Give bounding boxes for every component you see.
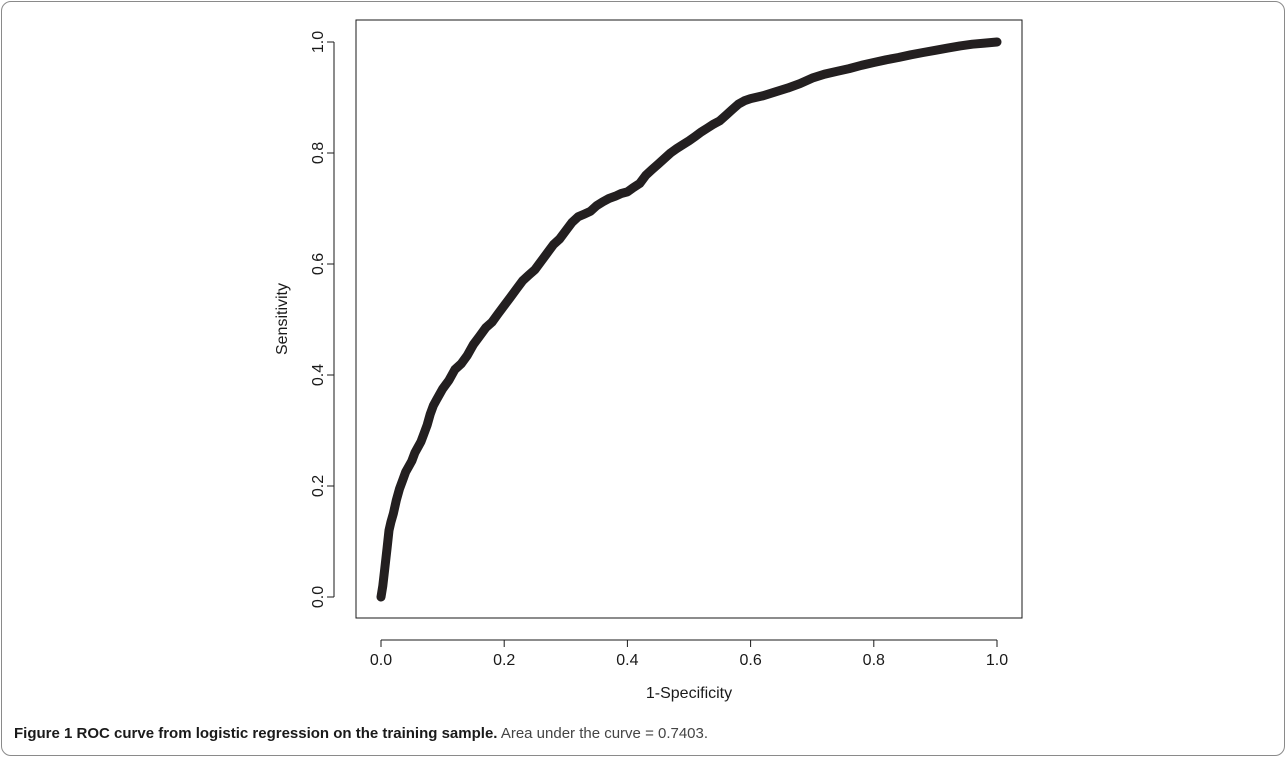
y-tick-label: 1.0 xyxy=(310,31,327,53)
x-tick-label: 0.0 xyxy=(370,652,392,669)
plot-area-border xyxy=(356,20,1022,618)
y-tick-label: 0.2 xyxy=(310,475,327,497)
x-axis: 0.0 0.2 0.4 0.6 0.8 1.0 xyxy=(370,640,1008,669)
y-axis-label: Sensitivity xyxy=(274,283,291,355)
roc-chart: 0.0 0.2 0.4 0.6 0.8 1.0 0.0 0.2 0.4 0.6 0.8 1.0 1-… xyxy=(0,0,1288,720)
x-tick-label: 0.6 xyxy=(739,652,761,669)
caption-label: Figure 1 xyxy=(14,725,72,742)
x-tick-label: 0.8 xyxy=(863,652,885,669)
x-axis-label: 1-Specificity xyxy=(646,685,732,702)
caption-description: Area under the curve = 0.7403. xyxy=(501,725,708,742)
x-tick-label: 0.2 xyxy=(493,652,515,669)
caption-title: ROC curve from logistic regression on th… xyxy=(77,725,498,742)
figure-caption: Figure 1 ROC curve from logistic regress… xyxy=(14,725,1274,742)
y-tick-label: 0.4 xyxy=(310,364,327,386)
y-tick-label: 0.6 xyxy=(310,253,327,275)
y-axis: 0.0 0.2 0.4 0.6 0.8 1.0 xyxy=(310,31,334,608)
x-tick-label: 1.0 xyxy=(986,652,1008,669)
x-tick-label: 0.4 xyxy=(616,652,638,669)
y-tick-label: 0.0 xyxy=(310,586,327,608)
y-tick-label: 0.8 xyxy=(310,142,327,164)
roc-curve-line xyxy=(381,42,997,597)
